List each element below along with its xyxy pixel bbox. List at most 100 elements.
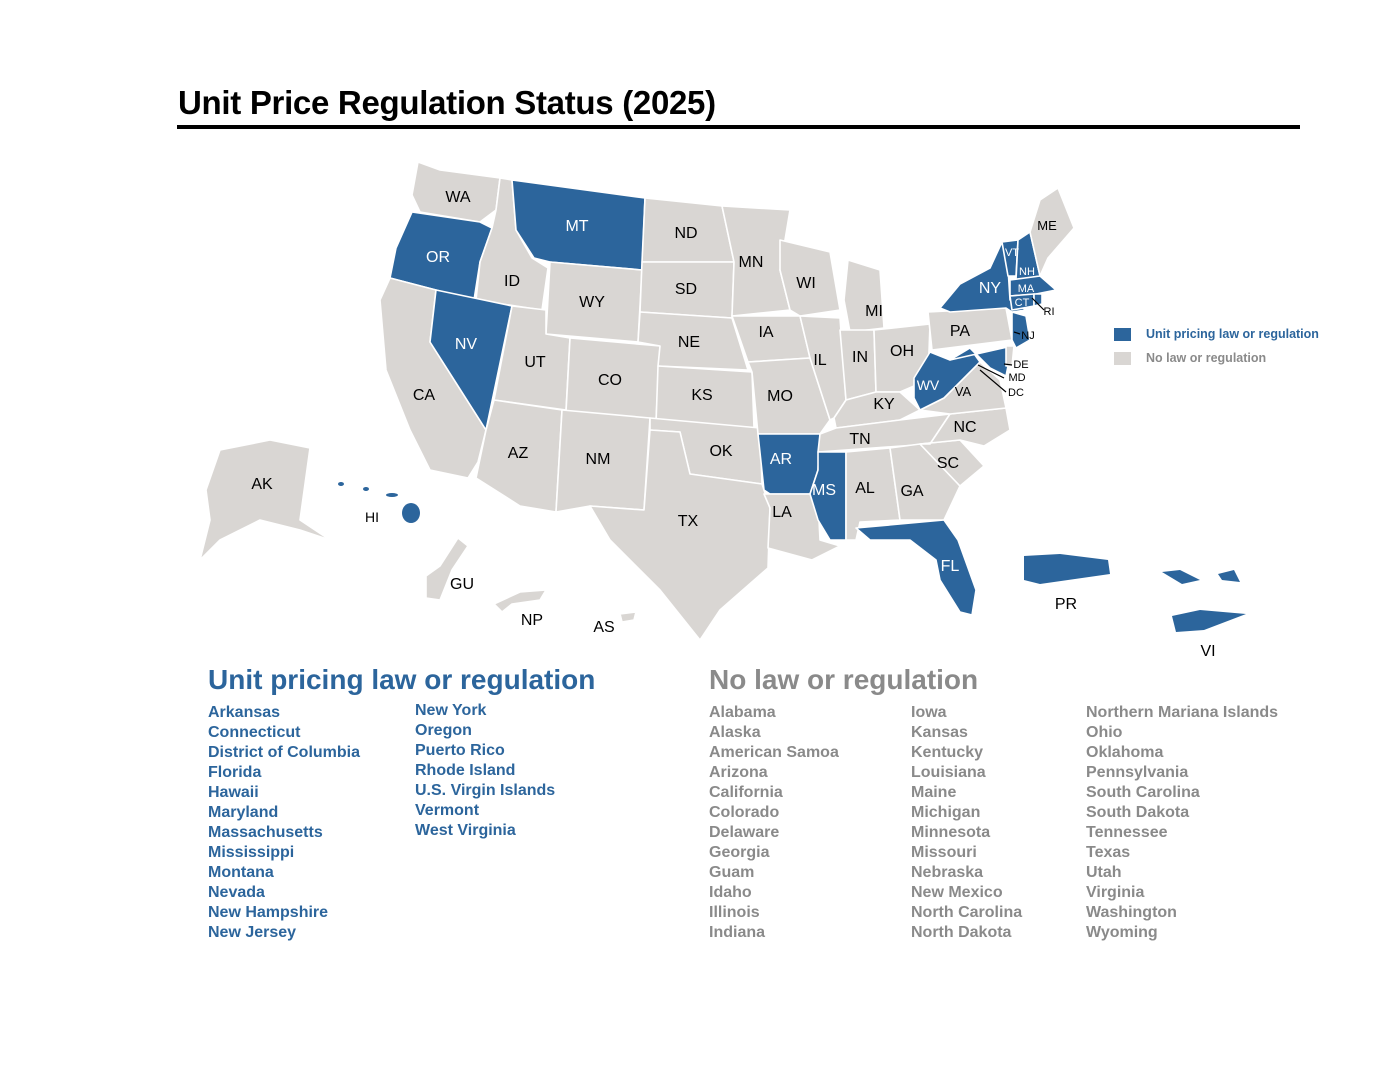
label-nv: NV xyxy=(455,336,478,353)
list-item: Illinois xyxy=(709,904,760,921)
label-ma: MA xyxy=(1018,283,1035,295)
label-mn: MN xyxy=(739,254,764,271)
us-map: WA OR CA ID NV MT WY UT CO AZ NM ND SD N… xyxy=(199,161,1246,660)
list-item: Tennessee xyxy=(1086,824,1168,841)
state-fl[interactable] xyxy=(855,519,977,616)
page-title: Unit Price Regulation Status (2025) xyxy=(178,84,716,121)
label-mt: MT xyxy=(565,218,588,235)
state-wv[interactable] xyxy=(913,347,981,411)
state-ri[interactable] xyxy=(1033,293,1043,307)
legend-swatch-none xyxy=(1114,351,1131,365)
list-item: Nevada xyxy=(208,884,265,901)
list-item: Rhode Island xyxy=(415,762,516,779)
list-item: Oklahoma xyxy=(1086,744,1164,761)
list-item: South Dakota xyxy=(1086,804,1190,821)
label-fl: FL xyxy=(941,558,960,575)
list-item: South Carolina xyxy=(1086,784,1200,801)
list-item: California xyxy=(709,784,783,801)
regulated-list-heading: Unit pricing law or regulation xyxy=(208,664,596,695)
state-hi[interactable] xyxy=(338,482,420,523)
state-tx[interactable] xyxy=(589,429,771,641)
list-item: Louisiana xyxy=(911,764,986,781)
territory-vi[interactable] xyxy=(1162,570,1246,632)
none-list-col2: Iowa Kansas Kentucky Louisiana Maine Michigan… xyxy=(911,703,1022,943)
state-nj[interactable] xyxy=(1011,311,1031,349)
label-pa: PA xyxy=(950,323,970,340)
state-or[interactable] xyxy=(389,211,493,301)
label-va: VA xyxy=(955,384,972,399)
list-item: Iowa xyxy=(911,704,947,721)
label-md: MD xyxy=(1008,372,1025,384)
label-mi: MI xyxy=(865,303,883,320)
state-md[interactable] xyxy=(949,345,1013,377)
label-nh: NH xyxy=(1019,266,1035,278)
list-item: Mississippi xyxy=(208,844,295,861)
state-wa[interactable] xyxy=(411,161,501,223)
legend-swatch-regulated xyxy=(1114,327,1131,341)
label-az: AZ xyxy=(508,445,529,462)
list-item: New Hampshire xyxy=(208,904,329,921)
label-nj: NJ xyxy=(1021,330,1034,342)
list-item: District of Columbia xyxy=(208,744,361,761)
list-item: Alabama xyxy=(709,704,776,721)
list-item: Puerto Rico xyxy=(415,742,505,759)
label-nm: NM xyxy=(586,451,611,468)
legend-item-regulated: Unit pricing law or regulation xyxy=(1114,322,1319,346)
state-ak[interactable] xyxy=(199,439,331,561)
label-il: IL xyxy=(813,352,826,369)
state-ga[interactable] xyxy=(889,443,961,521)
list-item: Florida xyxy=(208,764,262,781)
list-item: Massachusetts xyxy=(208,824,323,841)
label-hi: HI xyxy=(365,509,379,525)
list-item: Guam xyxy=(709,864,755,881)
state-mi[interactable] xyxy=(843,259,885,333)
territory-pr[interactable] xyxy=(1024,554,1110,584)
list-item: New Mexico xyxy=(911,884,1003,901)
state-ma[interactable] xyxy=(1009,275,1057,297)
territory-np[interactable] xyxy=(493,589,547,613)
list-item: Minnesota xyxy=(911,824,991,841)
label-dc: DC xyxy=(1008,387,1024,399)
territory-gu[interactable] xyxy=(425,537,469,601)
label-ga: GA xyxy=(900,483,923,500)
label-nd: ND xyxy=(674,225,697,242)
state-de[interactable] xyxy=(1005,345,1015,367)
label-al: AL xyxy=(855,480,875,497)
list-item: Oregon xyxy=(415,722,472,739)
label-ms: MS xyxy=(812,482,836,499)
label-wv: WV xyxy=(917,377,940,393)
list-item: Michigan xyxy=(911,804,981,821)
label-as: AS xyxy=(593,619,614,636)
list-item: Delaware xyxy=(709,824,780,841)
label-sc: SC xyxy=(937,455,959,472)
label-pr: PR xyxy=(1055,596,1077,613)
list-item: Pennsylvania xyxy=(1086,764,1189,781)
territory-as[interactable] xyxy=(619,611,637,623)
label-ne: NE xyxy=(678,334,700,351)
label-wa: WA xyxy=(445,189,471,206)
list-item: Maryland xyxy=(208,804,279,821)
label-mo: MO xyxy=(767,388,793,405)
label-ar: AR xyxy=(770,451,792,468)
none-list-col3: Northern Mariana Islands Ohio Oklahoma Penn… xyxy=(1086,703,1278,943)
list-item: Indiana xyxy=(709,924,766,941)
list-item: North Carolina xyxy=(911,904,1023,921)
label-nc: NC xyxy=(953,419,976,436)
label-id: ID xyxy=(504,273,520,290)
label-ny: NY xyxy=(979,280,1002,297)
label-vt: VT xyxy=(1005,247,1019,259)
label-me: ME xyxy=(1037,218,1057,233)
list-item: Arizona xyxy=(709,764,768,781)
list-item: Georgia xyxy=(709,844,770,861)
label-tx: TX xyxy=(678,513,699,530)
list-item: U.S. Virgin Islands xyxy=(415,782,556,799)
label-in: IN xyxy=(852,349,868,366)
label-or: OR xyxy=(426,249,450,266)
legend-label-regulated: Unit pricing law or regulation xyxy=(1146,327,1319,341)
list-item: Washington xyxy=(1086,904,1177,921)
label-gu: GU xyxy=(450,576,474,593)
label-ri: RI xyxy=(1044,306,1055,318)
state-me[interactable] xyxy=(1029,187,1075,277)
label-ky: KY xyxy=(873,396,895,413)
list-item: Nebraska xyxy=(911,864,984,881)
